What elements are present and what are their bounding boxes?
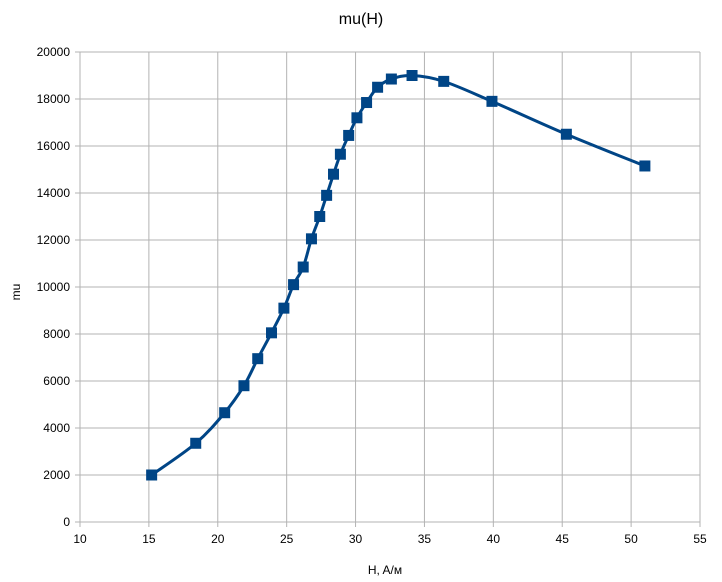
data-point-marker bbox=[297, 261, 309, 273]
data-point-marker bbox=[278, 302, 290, 314]
grid-lines bbox=[79, 51, 701, 523]
y-tick-label: 12000 bbox=[37, 233, 71, 247]
data-point-marker bbox=[385, 73, 397, 85]
y-tick-label: 6000 bbox=[43, 374, 70, 388]
y-tick-label: 14000 bbox=[37, 186, 71, 200]
y-tick-label: 18000 bbox=[37, 92, 71, 106]
x-tick-label: 30 bbox=[349, 532, 363, 546]
x-tick-label: 50 bbox=[624, 532, 638, 546]
data-point-marker bbox=[238, 380, 250, 392]
data-point-marker bbox=[343, 129, 355, 141]
data-point-marker bbox=[266, 327, 278, 339]
x-tick-label: 20 bbox=[211, 532, 225, 546]
y-tick-label: 10000 bbox=[37, 280, 71, 294]
x-tick-label: 10 bbox=[73, 532, 87, 546]
data-point-marker bbox=[639, 160, 651, 172]
y-tick-label: 16000 bbox=[37, 139, 71, 153]
x-tick-label: 35 bbox=[418, 532, 432, 546]
x-tick-label: 45 bbox=[556, 532, 570, 546]
data-point-marker bbox=[146, 469, 158, 481]
data-point-marker bbox=[334, 148, 346, 160]
data-point-marker bbox=[372, 81, 384, 93]
data-point-marker bbox=[560, 128, 572, 140]
data-point-marker bbox=[314, 211, 326, 222]
data-point-marker bbox=[361, 97, 373, 109]
data-point-marker bbox=[288, 279, 300, 291]
x-tick-label: 55 bbox=[693, 532, 707, 546]
y-tick-label: 8000 bbox=[43, 327, 70, 341]
x-tick-label: 40 bbox=[487, 532, 501, 546]
y-tick-label: 0 bbox=[63, 515, 70, 529]
data-point-marker bbox=[486, 95, 498, 107]
x-axis-title: H, A/м bbox=[368, 563, 402, 577]
y-tick-label: 20000 bbox=[37, 45, 71, 59]
data-point-marker bbox=[321, 189, 333, 201]
y-tick-label: 2000 bbox=[43, 468, 70, 482]
y-tick-label: 4000 bbox=[43, 421, 70, 435]
data-point-marker bbox=[252, 353, 264, 365]
data-point-marker bbox=[190, 437, 202, 449]
data-series bbox=[146, 70, 651, 481]
data-point-marker bbox=[351, 112, 363, 124]
data-point-marker bbox=[219, 407, 231, 419]
data-point-marker bbox=[438, 75, 450, 87]
chart-title: mu(H) bbox=[339, 11, 383, 28]
x-tick-label: 15 bbox=[142, 532, 156, 546]
data-point-marker bbox=[328, 168, 340, 180]
data-point-marker bbox=[406, 70, 418, 81]
tick-labels: 10 15 20 25 30 35 40 45 50 55 0 2000 4000 6000 8000 100… bbox=[37, 45, 707, 546]
data-point-marker bbox=[305, 233, 317, 245]
axes bbox=[75, 51, 701, 527]
y-axis-title: mu bbox=[9, 284, 23, 301]
x-tick-label: 25 bbox=[280, 532, 294, 546]
